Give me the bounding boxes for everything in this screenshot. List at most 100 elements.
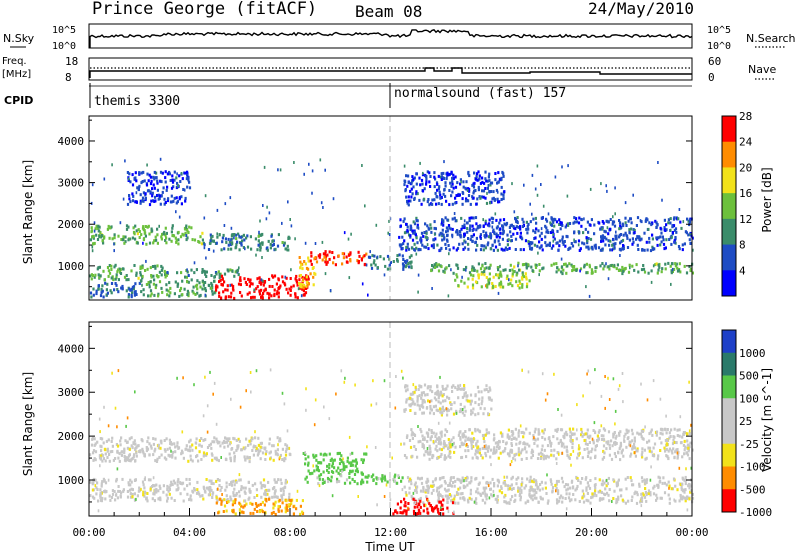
velocity-cell: [446, 494, 449, 498]
power-scatter: [676, 262, 678, 266]
power-scatter: [678, 268, 680, 272]
velocity-cell: [461, 476, 464, 480]
power-cell: [139, 279, 143, 283]
velocity-scatter: [269, 368, 272, 372]
velocity-cell: [351, 477, 354, 481]
velocity-cell: [333, 466, 336, 470]
velocity-cell: [130, 480, 133, 484]
power-scatter: [585, 285, 587, 289]
power-cell: [521, 271, 524, 275]
power-cell: [524, 239, 528, 243]
velocity-cell: [630, 499, 633, 502]
velocity-cell: [571, 446, 574, 449]
velocity-cell: [164, 449, 167, 453]
freq-unit: [MHz]: [2, 69, 31, 80]
power-cell: [425, 231, 428, 235]
velocity-cell: [465, 475, 469, 479]
power-scatter: [103, 177, 106, 181]
power-cell: [294, 295, 297, 299]
velocity-cell: [116, 449, 119, 453]
power-cell: [471, 286, 475, 290]
velocity-cell: [452, 481, 455, 484]
velocity-cell: [101, 459, 104, 463]
power-cell: [419, 248, 422, 252]
velocity-cell: [120, 436, 123, 440]
power-cell: [648, 236, 651, 240]
velocity-cell: [93, 477, 96, 481]
velocity-cell: [305, 475, 308, 479]
power-cell: [590, 245, 594, 249]
velocity-cell: [213, 436, 216, 440]
velocity-cell: [445, 387, 448, 391]
velocity-cell: [687, 449, 690, 453]
power-cell: [425, 180, 428, 184]
velocity-cell: [168, 488, 171, 491]
velocity-cell: [488, 386, 491, 390]
velocity-cell: [170, 442, 173, 446]
power-scatter: [611, 248, 613, 252]
power-cell: [256, 277, 259, 281]
power-cell: [140, 199, 144, 203]
velocity-cell: [279, 488, 283, 492]
velocity-cell: [535, 482, 538, 486]
velocity-cell: [330, 475, 333, 479]
velocity-cell: [497, 443, 500, 447]
velocity-cell: [672, 435, 675, 439]
velocity-cell: [111, 444, 114, 448]
velocity-cell: [665, 431, 668, 435]
velocity-cell: [100, 482, 103, 486]
velocity-scatter: [206, 430, 209, 434]
velocity-cell: [370, 475, 373, 479]
velocity-cell: [557, 479, 560, 483]
velocity-scatter: [344, 376, 346, 380]
velocity-cell: [410, 433, 413, 437]
velocity-cell: [644, 457, 647, 461]
velocity-cell: [420, 404, 423, 407]
velocity-cell: [353, 480, 356, 483]
velocity-cell: [219, 444, 222, 448]
power-cell: [626, 236, 629, 240]
velocity-cell: [540, 480, 543, 484]
velocity-cell: [681, 455, 684, 459]
power-cell: [98, 225, 101, 229]
power-cell: [294, 292, 297, 296]
power-cell: [145, 283, 148, 286]
power-cell: [561, 240, 564, 244]
power-scatter: [186, 268, 188, 272]
velocity-cell: [556, 437, 559, 441]
velocity-cell: [667, 493, 670, 497]
velocity-cell: [501, 432, 504, 436]
power-cell: [156, 194, 159, 197]
power-cell: [481, 189, 484, 193]
velocity-cell: [114, 498, 117, 502]
velocity-scatter: [445, 407, 448, 411]
power-cell: [150, 179, 153, 183]
velocity-cell: [234, 512, 237, 516]
power-scatter: [238, 234, 240, 238]
power-cell: [502, 268, 505, 272]
velocity-cell: [182, 499, 185, 503]
power-cell: [407, 247, 411, 251]
power-cell: [582, 231, 585, 235]
velocity-cell: [435, 391, 438, 395]
velocity-cell: [477, 390, 480, 394]
power-cell: [579, 247, 582, 251]
velocity-cell: [127, 481, 130, 485]
power-cell: [99, 294, 103, 298]
velocity-cell: [614, 455, 617, 459]
power-cell: [89, 238, 92, 242]
velocity-cell: [328, 466, 331, 470]
power-cell: [201, 279, 204, 283]
velocity-cell: [416, 476, 420, 480]
velocity-cell: [483, 489, 486, 493]
power-cell: [450, 194, 453, 198]
velocity-cell: [529, 475, 532, 479]
power-cell: [130, 269, 133, 273]
velocity-cell: [575, 487, 578, 491]
velocity-cell: [646, 440, 649, 444]
power-scatter: [494, 212, 497, 216]
power-cell: [459, 178, 462, 182]
velocity-cell: [313, 469, 316, 473]
power-cell: [125, 274, 128, 277]
velocity-cell: [663, 446, 666, 450]
